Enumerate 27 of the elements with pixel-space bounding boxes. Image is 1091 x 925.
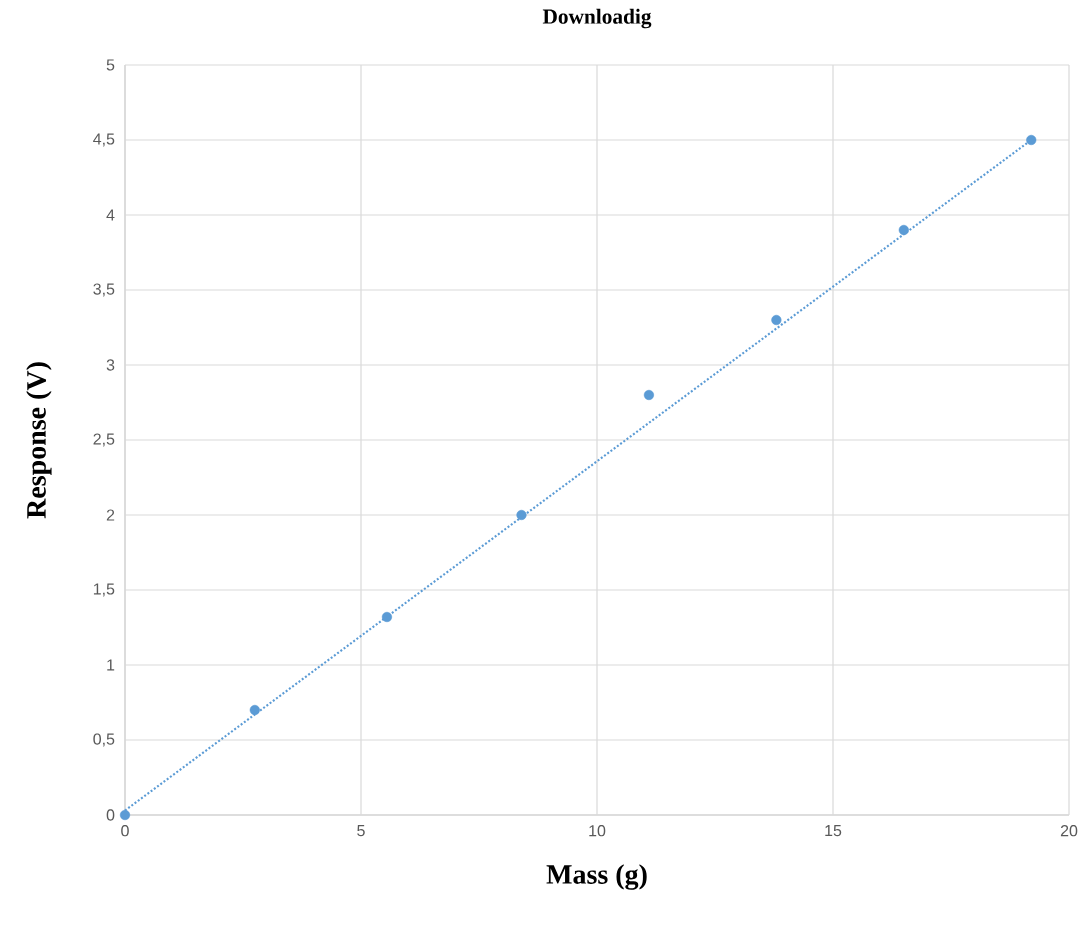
- point: [381, 611, 393, 623]
- x-tick-label: 10: [589, 825, 606, 837]
- point: [1026, 134, 1037, 146]
- y-tick-label: 5: [106, 59, 115, 71]
- x-tick-label: 5: [357, 825, 365, 837]
- point: [119, 809, 131, 821]
- point: [516, 509, 527, 521]
- x-tick-label: 15: [825, 825, 842, 837]
- x-tick-label: 0: [121, 825, 129, 837]
- y-tick-label: 2,5: [93, 433, 115, 447]
- point: [249, 704, 260, 716]
- y-tick-label: 3: [106, 359, 115, 371]
- chart-title: Downloadig: [542, 8, 652, 29]
- y-axis-title: Response (V): [26, 362, 52, 519]
- point: [643, 389, 654, 401]
- x-tick-label: 20: [1060, 825, 1078, 837]
- y-tick-label: 4: [106, 209, 115, 221]
- point: [898, 224, 909, 236]
- y-tick-label: 2: [106, 509, 115, 521]
- y-tick-label: 1: [107, 659, 115, 671]
- point: [771, 314, 782, 326]
- y-tick-label: 1,5: [93, 583, 115, 597]
- x-axis-title: Mass (g): [546, 864, 647, 890]
- y-tick-label: 0,5: [93, 733, 115, 747]
- y-tick-label: 4,5: [93, 133, 115, 147]
- y-tick-label: 3,5: [93, 283, 115, 297]
- y-tick-label: 0: [106, 809, 115, 821]
